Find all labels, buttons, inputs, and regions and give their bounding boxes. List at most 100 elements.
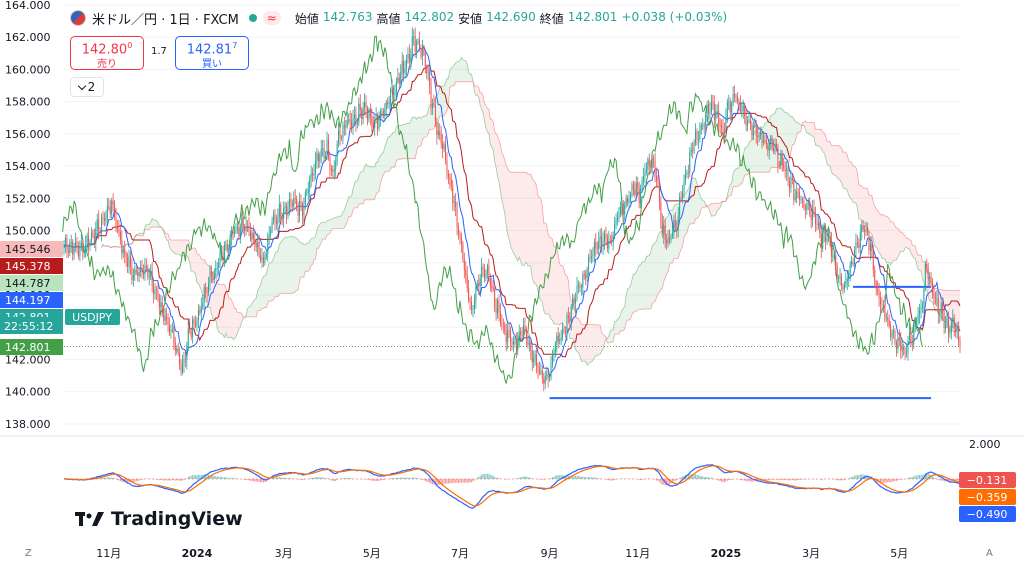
candle-body [839,276,841,279]
macd-histogram-bar [108,477,110,479]
macd-histogram-bar [226,477,228,479]
macd-value-badge [959,489,1016,505]
candle-body [836,266,838,279]
candle-body [958,327,960,342]
macd-histogram-bar [469,479,471,483]
macd-histogram-bar [336,479,338,481]
macd-histogram-bar [137,479,139,482]
candle-body [588,257,590,270]
candle-body [897,337,899,350]
candle-body [112,200,114,205]
candle-body [93,235,95,243]
macd-histogram-bar [366,479,368,480]
cloud-segment [142,233,144,236]
cloud-segment [315,229,317,260]
candle-body [556,335,558,344]
sell-button[interactable]: 142.800 売り [70,36,144,70]
macd-histogram-bar [520,477,522,479]
cloud-segment [196,253,199,284]
candle-body [371,116,373,123]
macd-histogram-bar [891,479,893,482]
candle-body [679,196,681,216]
tradingview-logo[interactable]: TradingView [75,508,243,530]
candle-body [920,307,922,311]
indicator-collapse-button[interactable]: 2 [70,77,104,97]
candle-body [195,323,197,326]
candle-body [290,199,292,204]
auto-scale-button[interactable]: A [986,548,993,559]
cloud-segment [838,145,841,181]
macd-histogram-bar [771,479,773,480]
buy-button[interactable]: 142.817 買い [175,36,249,70]
cloud-segment [396,125,398,161]
price-tick-label: 158.000 [5,96,51,109]
macd-histogram-bar [489,474,491,479]
macd-histogram-bar [666,479,668,486]
macd-histogram-bar [793,479,795,481]
cloud-segment [507,168,510,240]
candle-body [446,160,448,175]
macd-histogram-bar [333,479,335,482]
cloud-segment [386,137,388,172]
candle-body [430,85,432,109]
candle-body [658,182,660,202]
cloud-segment [376,162,378,195]
candle-body [134,269,136,276]
candle-body [96,219,98,229]
cloud-segment [607,335,609,344]
macd-histogram-bar [657,479,659,482]
candle-body [608,240,610,249]
candle-body [569,316,571,322]
cloud-segment [231,300,234,340]
candle-body [628,199,630,203]
cloud-segment [538,195,540,298]
symbol-title[interactable]: 米ドル／円 · 1日 · FXCM [92,12,239,28]
macd-histogram-bar [518,477,520,479]
macd-histogram-bar [541,479,543,480]
cloud-segment [715,203,718,215]
macd-histogram-bar [216,476,218,479]
candle-body [502,323,504,325]
candle-body [697,139,699,140]
candle-body [301,204,303,216]
cloud-segment [285,237,287,294]
macd-histogram-bar [598,478,600,479]
cloud-segment [903,234,906,252]
candle-body [508,329,510,331]
macd-histogram-bar [103,477,105,479]
macd-histogram-bar [371,479,373,481]
macd-histogram-bar [551,477,553,479]
macd-histogram-bar [932,476,934,479]
lagging-span [62,35,923,384]
buy-price-sup: 7 [232,41,238,50]
candle-body [510,330,512,342]
cloud-segment [289,236,291,294]
candle-body [612,236,614,243]
candle-body [917,314,919,322]
candle-body [825,226,827,242]
cloud-segment [516,172,518,262]
macd-histogram-bar [284,477,286,479]
cloud-segment [358,172,361,205]
cloud-segment [334,217,336,229]
zoom-left-button[interactable]: Z [25,548,32,559]
candle-body [400,71,402,84]
macd-histogram-bar [215,476,217,479]
candle-body [638,187,640,204]
tradingview-wordmark: TradingView [111,508,243,530]
macd-histogram-bar [275,477,277,479]
candle-body [877,289,879,291]
candle-body [683,182,685,193]
macd-histogram-bar [481,474,483,479]
candle-body [98,219,100,231]
candle-body [382,111,384,116]
candle-body [339,130,341,138]
candle-body [75,241,77,247]
cloud-segment [535,182,537,286]
macd-histogram-bar [686,474,688,479]
candle-body [757,135,759,137]
candle-body [553,353,555,355]
macd-line [63,464,961,509]
macd-pane [63,464,961,509]
